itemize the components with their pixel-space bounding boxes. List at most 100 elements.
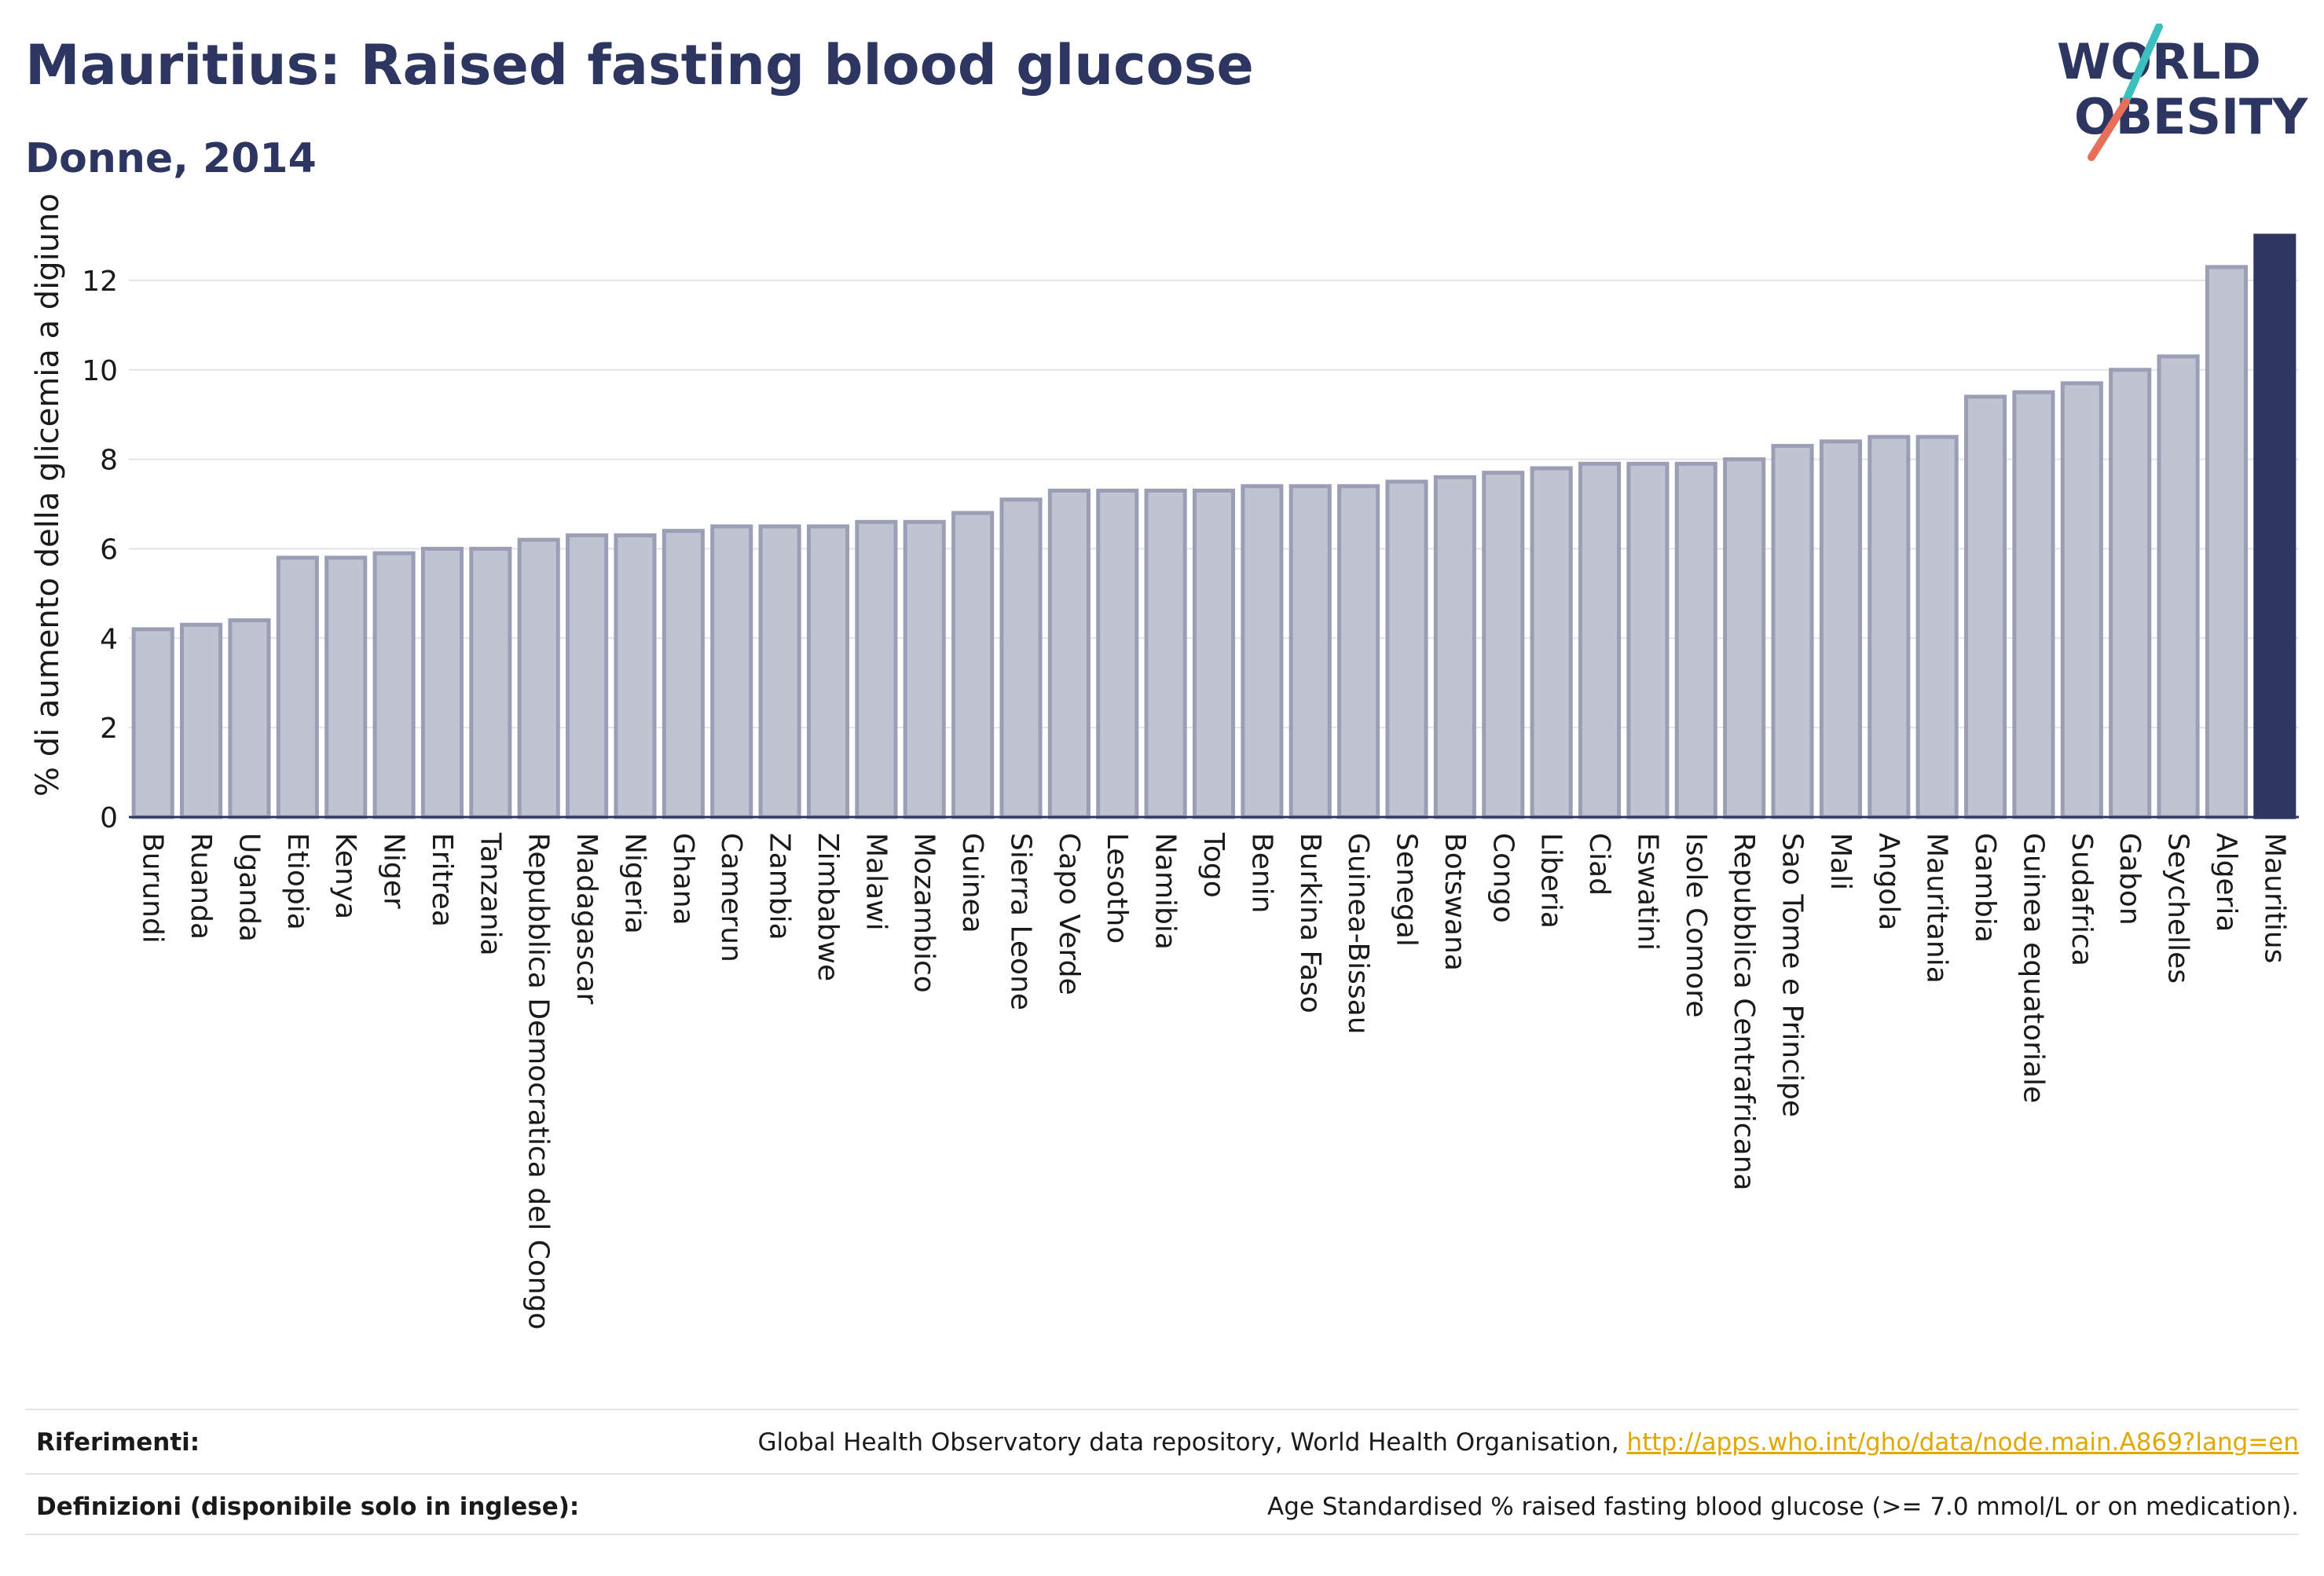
x-tick-label: Burundi — [137, 833, 169, 944]
bar[interactable] — [276, 555, 319, 819]
x-tick-label: Camerun — [715, 833, 747, 962]
bar[interactable] — [1915, 434, 1959, 819]
definitions-row: Definizioni (disponibile solo in inglese… — [25, 1473, 2299, 1539]
bar[interactable] — [1241, 484, 1284, 819]
x-tick-label: Ruanda — [185, 833, 217, 940]
bar[interactable] — [517, 537, 560, 819]
bar[interactable] — [1578, 461, 1622, 819]
x-tick-label: Madagascar — [570, 833, 603, 1005]
bar[interactable] — [903, 519, 946, 819]
bar[interactable] — [1433, 475, 1476, 819]
bar[interactable] — [2157, 354, 2200, 819]
bar[interactable] — [1144, 488, 1187, 819]
x-tick-label: Gabon — [2113, 833, 2146, 925]
x-tick-label: Uganda — [233, 833, 265, 942]
bar[interactable] — [1385, 479, 1428, 819]
x-tick-label: Sierra Leone — [1004, 833, 1036, 1010]
chart-title: Mauritius: Raised fasting blood glucose — [25, 33, 1254, 97]
y-tick-label: 0 — [100, 802, 118, 834]
x-tick-label: Gambia — [1969, 833, 2001, 943]
x-tick-label: Zimbabwe — [812, 833, 844, 981]
logo-line1: WORLD — [2057, 33, 2261, 90]
x-tick-label: Mozambico — [908, 833, 940, 993]
bar-highlight[interactable] — [2253, 233, 2297, 819]
bars — [131, 233, 2297, 819]
x-tick-label: Guinea — [956, 833, 988, 933]
world-obesity-logo[interactable]: WORLD OBESITY — [2051, 23, 2310, 165]
bar[interactable] — [1868, 434, 1911, 819]
x-tick-label: Capo Verde — [1053, 833, 1085, 995]
x-tick-label: Malawi — [860, 833, 892, 931]
x-tick-label: Burkina Faso — [1294, 833, 1326, 1013]
x-tick-label: Guinea-Bissau — [1342, 833, 1374, 1035]
bar[interactable] — [1096, 488, 1139, 819]
logo-graphic: WORLD OBESITY — [2057, 23, 2308, 161]
y-tick-label: 12 — [82, 266, 118, 298]
x-tick-label: Guinea equatoriale — [2017, 833, 2049, 1103]
bar[interactable] — [1288, 484, 1332, 819]
definitions-text: Age Standardised % raised fasting blood … — [1267, 1493, 2299, 1521]
x-tick-label: Sudafrica — [2066, 833, 2098, 966]
x-tick-label: Senegal — [1391, 833, 1423, 947]
x-tick-label: Isole Comore — [1680, 833, 1712, 1017]
x-tick-label: Niger — [378, 833, 410, 909]
bar[interactable] — [662, 529, 705, 819]
bar[interactable] — [2012, 390, 2055, 819]
x-tick-label: Mauritania — [1921, 833, 1953, 984]
bar[interactable] — [951, 511, 995, 819]
bar[interactable] — [758, 524, 801, 819]
x-tick-label: Namibia — [1149, 833, 1182, 950]
x-tick-label: Tanzania — [474, 832, 506, 956]
bar[interactable] — [372, 551, 416, 819]
y-tick-label: 6 — [100, 533, 118, 566]
x-tick-label: Repubblica Centrafricana — [1728, 833, 1760, 1191]
x-tick-label: Botswana — [1439, 833, 1471, 971]
x-tick-label: Ghana — [667, 833, 699, 925]
bar[interactable] — [1963, 394, 2007, 819]
bar[interactable] — [1771, 444, 1814, 819]
bar[interactable] — [710, 524, 753, 819]
x-tick-label: Zambia — [764, 833, 796, 940]
bar[interactable] — [469, 546, 512, 819]
bar[interactable] — [1723, 457, 1766, 819]
x-tick-label: Repubblica Democratica del Congo — [522, 833, 555, 1330]
x-tick-label: Mauritius — [2258, 833, 2290, 963]
bar[interactable] — [420, 546, 464, 819]
bar[interactable] — [1047, 488, 1091, 819]
x-tick-label: Mali — [1824, 833, 1857, 890]
bar[interactable] — [999, 497, 1043, 819]
bar[interactable] — [566, 533, 609, 819]
x-tick-label: Algeria — [2210, 833, 2242, 933]
bar[interactable] — [131, 627, 174, 819]
x-tick-label: Etiopia — [281, 833, 313, 930]
bar[interactable] — [1819, 439, 1862, 819]
bar[interactable] — [806, 524, 850, 819]
x-tick-label: Togo — [1197, 832, 1230, 898]
references-link[interactable]: http://apps.who.int/gho/data/node.main.A… — [1626, 1428, 2299, 1457]
bar[interactable] — [614, 533, 657, 819]
x-tick-label: Congo — [1486, 833, 1519, 923]
references-row: Riferimenti: Global Health Observatory d… — [25, 1409, 2299, 1475]
bar[interactable] — [1674, 461, 1717, 819]
bar[interactable] — [2109, 368, 2152, 819]
bar[interactable] — [2205, 265, 2248, 819]
x-tick-label: Lesotho — [1101, 833, 1133, 944]
bar[interactable] — [1482, 471, 1525, 819]
x-axis-labels: Burundi Ruanda Uganda Etiopia Kenya Niger Erit… — [137, 832, 2291, 1330]
y-tick-label: 4 — [100, 623, 118, 655]
bar[interactable] — [180, 622, 223, 819]
chart-subtitle: Donne, 2014 — [25, 135, 317, 182]
y-axis-label: % di aumento della glicemia a digiuno — [30, 193, 66, 797]
bar[interactable] — [1626, 461, 1670, 819]
bar[interactable] — [324, 555, 368, 819]
bar[interactable] — [1530, 466, 1573, 819]
x-tick-label: Sao Tome e Principe — [1776, 833, 1809, 1117]
bar[interactable] — [1337, 484, 1380, 819]
bar[interactable] — [2060, 381, 2103, 819]
x-tick-label: Angola — [1872, 833, 1904, 930]
x-tick-label: Nigeria — [618, 833, 651, 934]
bar[interactable] — [228, 618, 271, 819]
bar[interactable] — [855, 519, 898, 819]
y-axis-ticks: 0 2 4 6 8 10 12 — [82, 266, 118, 834]
bar[interactable] — [1192, 488, 1236, 819]
